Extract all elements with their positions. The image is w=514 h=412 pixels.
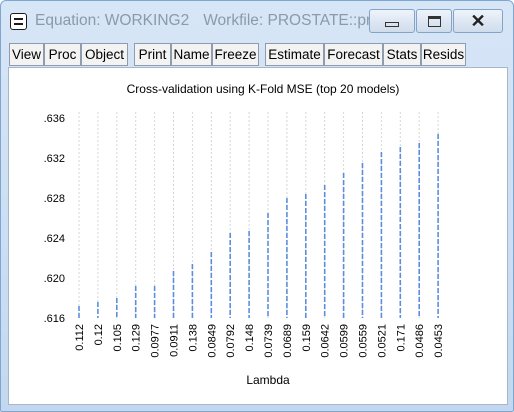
x-tick-label: 0.171 [395, 324, 407, 352]
x-tick-label: 0.0453 [433, 324, 445, 358]
maximize-icon [427, 15, 441, 27]
x-tick-label: 0.105 [112, 324, 124, 352]
x-tick-label: 0.0642 [320, 324, 332, 358]
x-tick-label: 0.138 [187, 324, 199, 352]
x-tick-label: 0.12 [93, 324, 105, 345]
equation-toolbar: View Proc Object Print Name Freeze Estim… [9, 43, 509, 67]
x-tick-label: 0.148 [244, 324, 256, 352]
title-workfile: Workfile: PROSTATE::pr... [203, 12, 384, 29]
minimize-button[interactable] [369, 9, 415, 33]
data-points [78, 134, 439, 318]
name-button[interactable]: Name [171, 43, 212, 66]
graph-view: Cross-validation using K-Fold MSE (top 2… [8, 67, 508, 405]
resids-button[interactable]: Resids [421, 43, 466, 66]
y-tick-label: .624 [44, 233, 65, 245]
y-tick-label: .636 [44, 113, 65, 125]
close-icon: ✕ [470, 11, 486, 31]
window-title: Equation: WORKING2 Workfile: PROSTATE::pr… [35, 12, 383, 30]
forecast-button[interactable]: Forecast [324, 43, 383, 66]
x-tick-label: 0.0521 [376, 324, 388, 358]
title-equation: Equation: WORKING2 [35, 12, 190, 29]
x-tick-label: 0.0792 [225, 324, 237, 358]
y-tick-label: .628 [44, 193, 65, 205]
window-menu-icon[interactable] [10, 13, 27, 30]
view-button[interactable]: View [9, 43, 44, 66]
x-tick-label: 0.0689 [282, 324, 294, 358]
x-axis: 0.112 0.12 0.105 0.129 0.0977 0.0911 0.138 0.08… [74, 324, 445, 358]
x-tick-label: 0.0849 [206, 324, 218, 358]
print-button[interactable]: Print [134, 43, 171, 66]
x-tick-label: 0.0486 [414, 324, 426, 358]
x-tick-label: 0.0977 [150, 324, 162, 358]
y-axis: .616 .620 .624 .628 .632 .636 [44, 113, 65, 325]
object-button[interactable]: Object [81, 43, 128, 66]
freeze-button[interactable]: Freeze [212, 43, 259, 66]
x-tick-label: 0.0911 [169, 324, 181, 357]
x-tick-label: 0.0739 [263, 324, 275, 358]
y-tick-label: .616 [44, 313, 65, 325]
x-tick-label: 0.159 [301, 324, 313, 352]
proc-button[interactable]: Proc [44, 43, 81, 66]
y-tick-label: .620 [44, 273, 65, 285]
minimize-icon [385, 21, 399, 27]
grid-lines [78, 112, 439, 318]
x-tick-label: 0.0599 [339, 324, 351, 358]
cv-chart: Cross-validation using K-Fold MSE (top 2… [44, 82, 446, 387]
x-tick-label: 0.0559 [358, 324, 370, 358]
stats-button[interactable]: Stats [383, 43, 421, 66]
chart-title: Cross-validation using K-Fold MSE (top 2… [127, 82, 400, 96]
x-tick-label: 0.112 [74, 324, 86, 351]
maximize-button[interactable] [416, 9, 452, 33]
x-tick-label: 0.129 [131, 324, 143, 352]
title-bar[interactable]: Equation: WORKING2 Workfile: PROSTATE::pr… [1, 1, 513, 41]
close-button[interactable]: ✕ [453, 9, 503, 33]
y-tick-label: .632 [44, 153, 65, 165]
x-axis-label: Lambda [246, 373, 290, 387]
estimate-button[interactable]: Estimate [265, 43, 324, 66]
